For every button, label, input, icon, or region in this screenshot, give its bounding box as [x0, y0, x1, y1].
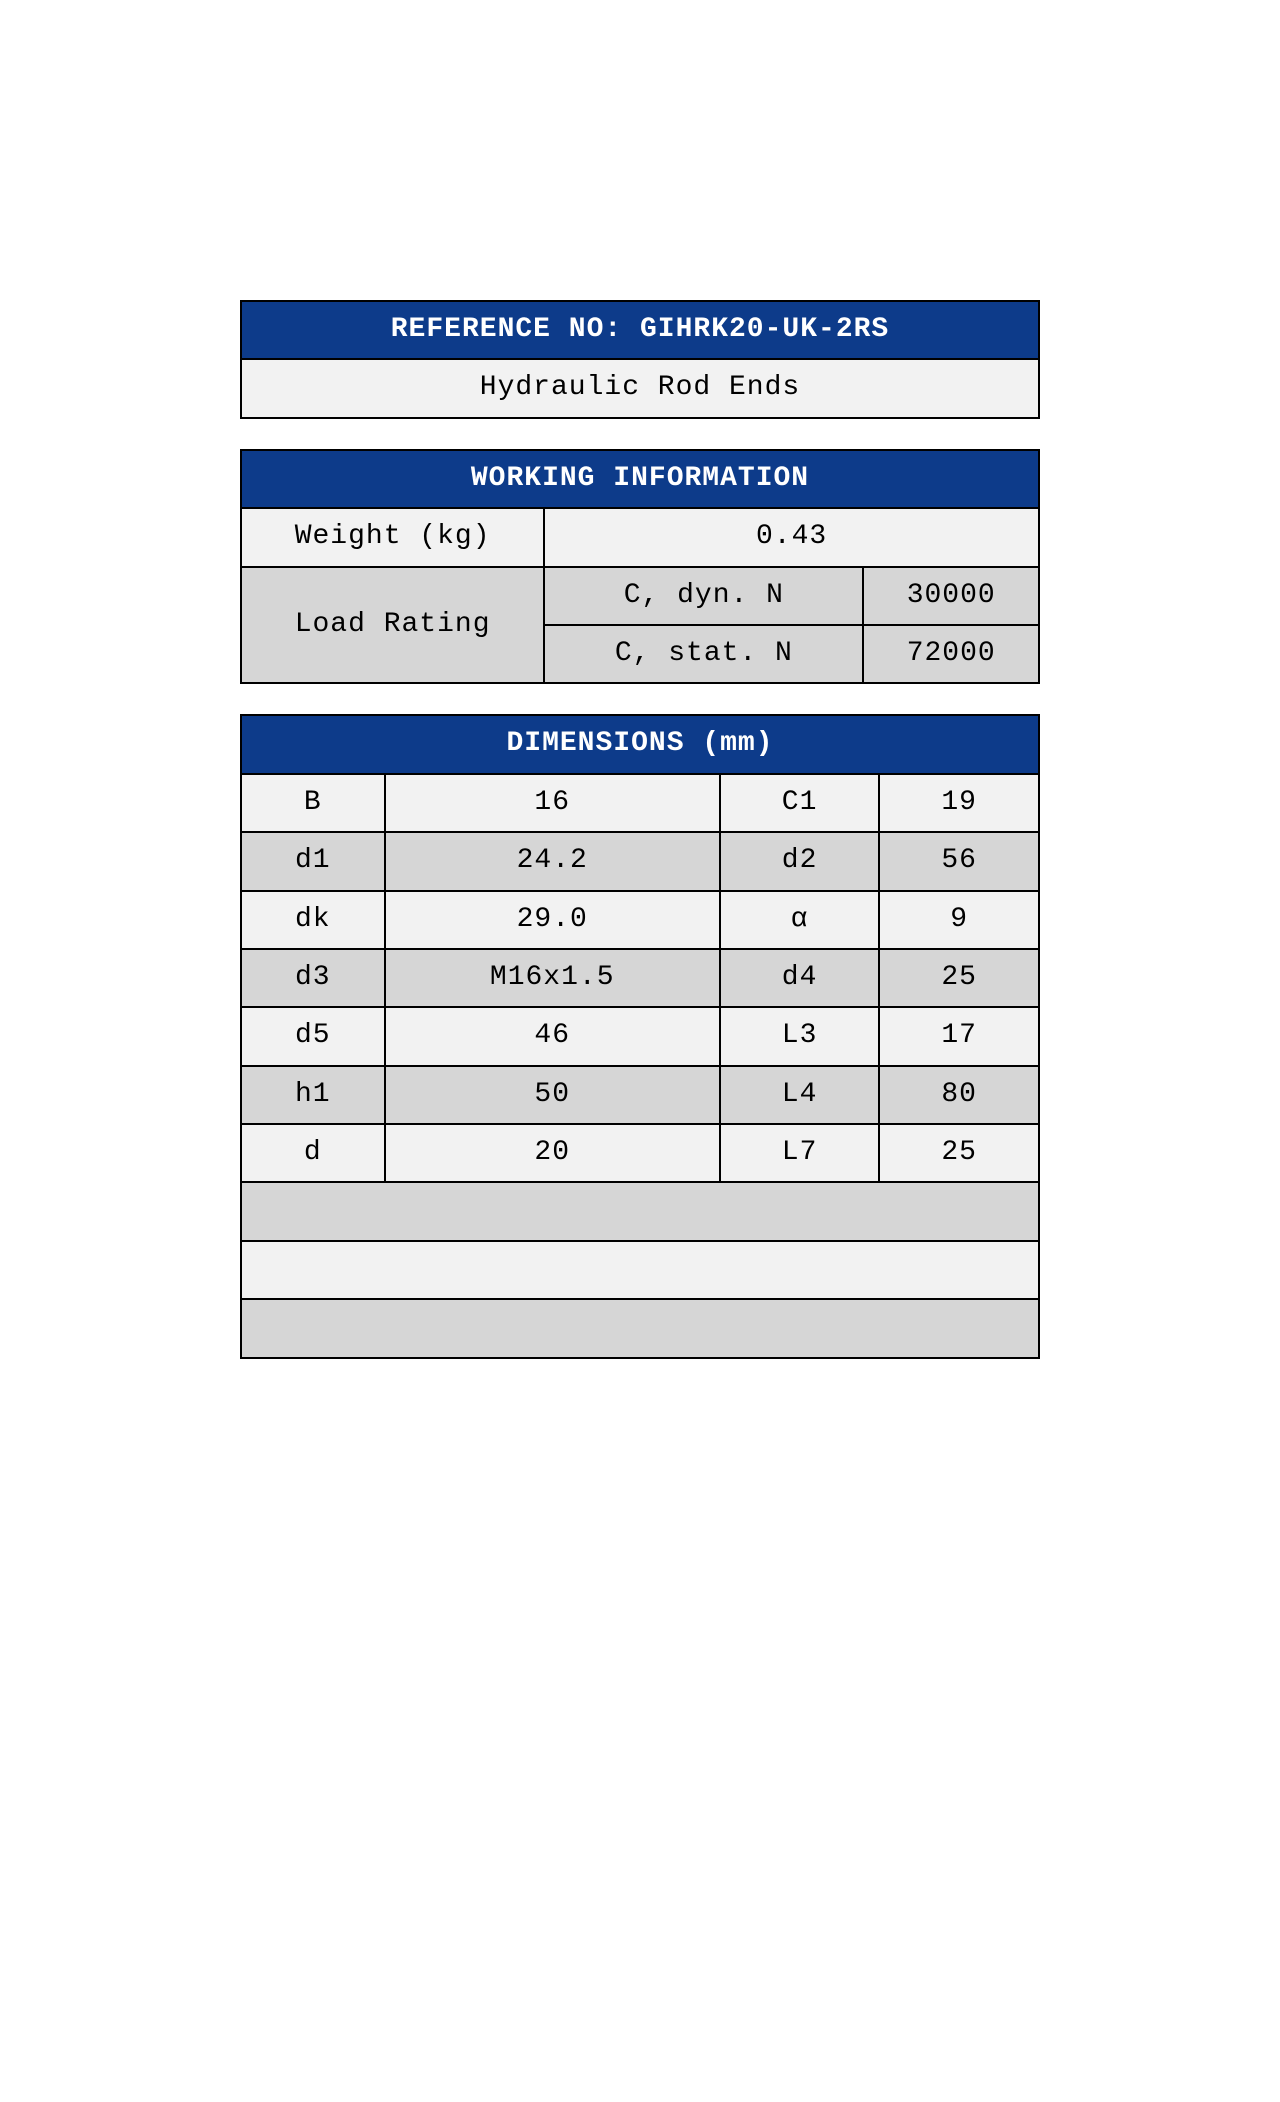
dim-value: 50	[385, 1066, 720, 1124]
load-dyn-label: C, dyn. N	[544, 567, 863, 625]
reference-subtitle: Hydraulic Rod Ends	[241, 359, 1039, 417]
table-row	[241, 1241, 1039, 1299]
dimensions-table: DIMENSIONS (mm) B16C119d124.2d256dk29.0α…	[240, 714, 1040, 1358]
table-row: dk29.0α9	[241, 891, 1039, 949]
dimensions-header: DIMENSIONS (mm)	[241, 715, 1039, 773]
dim-key: dk	[241, 891, 385, 949]
dim-key: L3	[720, 1007, 880, 1065]
dim-value: 19	[879, 774, 1039, 832]
table-row: B16C119	[241, 774, 1039, 832]
dim-value: 80	[879, 1066, 1039, 1124]
dim-value: 46	[385, 1007, 720, 1065]
dim-key: d4	[720, 949, 880, 1007]
working-info-header: WORKING INFORMATION	[241, 450, 1039, 508]
dim-value: M16x1.5	[385, 949, 720, 1007]
dim-value: 16	[385, 774, 720, 832]
table-row	[241, 1182, 1039, 1240]
table-row: h150L480	[241, 1066, 1039, 1124]
dim-value: 20	[385, 1124, 720, 1182]
working-info-table: WORKING INFORMATION Weight (kg) 0.43 Loa…	[240, 449, 1040, 685]
table-row	[241, 1299, 1039, 1357]
dim-key: h1	[241, 1066, 385, 1124]
load-stat-label: C, stat. N	[544, 625, 863, 683]
table-row: d20L725	[241, 1124, 1039, 1182]
dim-key: B	[241, 774, 385, 832]
empty-cell	[241, 1241, 1039, 1299]
load-dyn-value: 30000	[863, 567, 1039, 625]
dim-key: d3	[241, 949, 385, 1007]
table-row: d3M16x1.5d425	[241, 949, 1039, 1007]
reference-table: REFERENCE NO: GIHRK20-UK-2RS Hydraulic R…	[240, 300, 1040, 419]
empty-cell	[241, 1299, 1039, 1357]
table-row: d124.2d256	[241, 832, 1039, 890]
table-row: d546L317	[241, 1007, 1039, 1065]
dim-value: 25	[879, 949, 1039, 1007]
weight-label: Weight (kg)	[241, 508, 544, 566]
dim-key: L4	[720, 1066, 880, 1124]
load-rating-label: Load Rating	[241, 567, 544, 684]
load-stat-value: 72000	[863, 625, 1039, 683]
dim-key: C1	[720, 774, 880, 832]
weight-value: 0.43	[544, 508, 1039, 566]
dim-value: 9	[879, 891, 1039, 949]
dim-key: d	[241, 1124, 385, 1182]
empty-cell	[241, 1182, 1039, 1240]
dim-key: d1	[241, 832, 385, 890]
dim-value: 29.0	[385, 891, 720, 949]
dim-key: d5	[241, 1007, 385, 1065]
dim-value: 25	[879, 1124, 1039, 1182]
dim-key: α	[720, 891, 880, 949]
reference-header: REFERENCE NO: GIHRK20-UK-2RS	[241, 301, 1039, 359]
dim-value: 56	[879, 832, 1039, 890]
dim-key: d2	[720, 832, 880, 890]
dim-value: 17	[879, 1007, 1039, 1065]
dim-key: L7	[720, 1124, 880, 1182]
dim-value: 24.2	[385, 832, 720, 890]
